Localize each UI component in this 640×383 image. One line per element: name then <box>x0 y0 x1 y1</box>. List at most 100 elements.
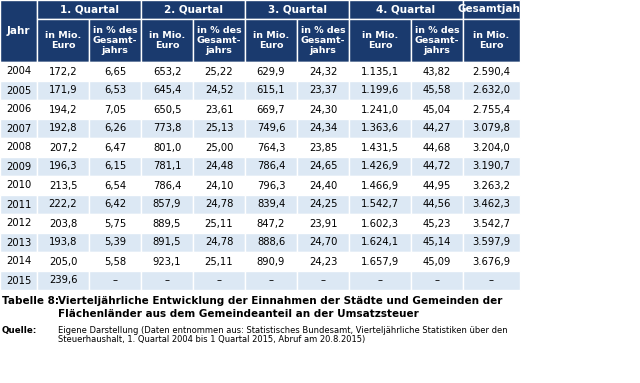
Text: 24,48: 24,48 <box>205 162 233 172</box>
Text: 2004: 2004 <box>6 67 31 77</box>
Text: 213,5: 213,5 <box>49 180 77 190</box>
Bar <box>463 195 520 214</box>
Text: 5,39: 5,39 <box>104 237 126 247</box>
Text: 6,15: 6,15 <box>104 162 126 172</box>
Text: 3.204,0: 3.204,0 <box>472 142 510 152</box>
Bar <box>245 157 297 176</box>
Bar <box>463 233 520 252</box>
Text: 2013: 2013 <box>6 237 31 247</box>
Text: 1.657,9: 1.657,9 <box>361 257 399 267</box>
Text: 891,5: 891,5 <box>153 237 181 247</box>
Text: 2.632,0: 2.632,0 <box>472 85 511 95</box>
Bar <box>193 176 245 195</box>
Bar <box>89 138 141 157</box>
Text: 44,72: 44,72 <box>423 162 451 172</box>
Bar <box>89 119 141 138</box>
Text: 6,47: 6,47 <box>104 142 126 152</box>
Text: in Mio.
Euro: in Mio. Euro <box>474 31 509 50</box>
Bar <box>37 100 89 119</box>
Text: in % des
Gesamt-
jahrs: in % des Gesamt- jahrs <box>301 26 346 56</box>
Text: 193,8: 193,8 <box>49 237 77 247</box>
Text: 1.624,1: 1.624,1 <box>361 237 399 247</box>
Text: 23,85: 23,85 <box>309 142 337 152</box>
Text: 786,4: 786,4 <box>257 162 285 172</box>
Bar <box>193 19 245 62</box>
Bar <box>297 157 349 176</box>
Text: 25,11: 25,11 <box>205 257 234 267</box>
Text: 24,10: 24,10 <box>205 180 233 190</box>
Bar <box>193 271 245 290</box>
Bar <box>141 138 193 157</box>
Bar <box>0 271 37 290</box>
Text: 25,00: 25,00 <box>205 142 233 152</box>
Bar <box>245 19 297 62</box>
Bar <box>297 195 349 214</box>
Text: 888,6: 888,6 <box>257 237 285 247</box>
Text: 2008: 2008 <box>6 142 31 152</box>
Bar <box>349 176 411 195</box>
Text: 2009: 2009 <box>6 162 31 172</box>
Text: 773,8: 773,8 <box>153 123 181 134</box>
Text: 3.597,9: 3.597,9 <box>472 237 511 247</box>
Text: –: – <box>321 275 326 285</box>
Bar <box>349 100 411 119</box>
Text: 2014: 2014 <box>6 257 31 267</box>
Bar <box>89 233 141 252</box>
Text: 839,4: 839,4 <box>257 200 285 210</box>
Text: 669,7: 669,7 <box>257 105 285 115</box>
Bar <box>463 271 520 290</box>
Bar <box>0 176 37 195</box>
Bar <box>193 62 245 81</box>
Bar <box>141 19 193 62</box>
Bar <box>349 271 411 290</box>
Bar <box>141 81 193 100</box>
Text: –: – <box>489 275 494 285</box>
Text: 3.462,3: 3.462,3 <box>472 200 511 210</box>
Text: 45,04: 45,04 <box>423 105 451 115</box>
Bar <box>411 252 463 271</box>
Text: 749,6: 749,6 <box>257 123 285 134</box>
Text: 45,58: 45,58 <box>423 85 451 95</box>
Text: 1.363,6: 1.363,6 <box>361 123 399 134</box>
Bar <box>0 100 37 119</box>
Bar <box>411 233 463 252</box>
Text: 45,14: 45,14 <box>423 237 451 247</box>
Text: Jahr: Jahr <box>7 26 30 36</box>
Text: 24,25: 24,25 <box>308 200 337 210</box>
Bar <box>245 81 297 100</box>
Bar <box>297 100 349 119</box>
Bar <box>89 157 141 176</box>
Bar <box>245 252 297 271</box>
Text: Flächenländer aus dem Gemeindeanteil an der Umsatzsteuer: Flächenländer aus dem Gemeindeanteil an … <box>58 309 419 319</box>
Text: in Mio.
Euro: in Mio. Euro <box>253 31 289 50</box>
Text: 24,65: 24,65 <box>308 162 337 172</box>
Text: 3.542,7: 3.542,7 <box>472 218 511 229</box>
Bar <box>297 119 349 138</box>
Bar <box>349 119 411 138</box>
Bar <box>89 252 141 271</box>
Text: 2. Quartal: 2. Quartal <box>163 5 223 15</box>
Text: 801,0: 801,0 <box>153 142 181 152</box>
Text: 45,09: 45,09 <box>423 257 451 267</box>
Bar <box>141 252 193 271</box>
Bar <box>193 138 245 157</box>
Bar <box>0 81 37 100</box>
Bar <box>245 62 297 81</box>
Text: 2.755,4: 2.755,4 <box>472 105 511 115</box>
Text: 196,3: 196,3 <box>49 162 77 172</box>
Bar <box>245 214 297 233</box>
Bar <box>193 195 245 214</box>
Text: 24,78: 24,78 <box>205 237 233 247</box>
Text: 890,9: 890,9 <box>257 257 285 267</box>
Text: in Mio.
Euro: in Mio. Euro <box>362 31 398 50</box>
Text: 45,23: 45,23 <box>423 218 451 229</box>
Text: 44,56: 44,56 <box>423 200 451 210</box>
Bar <box>37 0 141 19</box>
Bar <box>411 119 463 138</box>
Bar <box>0 214 37 233</box>
Bar <box>89 81 141 100</box>
Text: 24,34: 24,34 <box>309 123 337 134</box>
Text: –: – <box>113 275 118 285</box>
Bar <box>463 119 520 138</box>
Bar <box>141 233 193 252</box>
